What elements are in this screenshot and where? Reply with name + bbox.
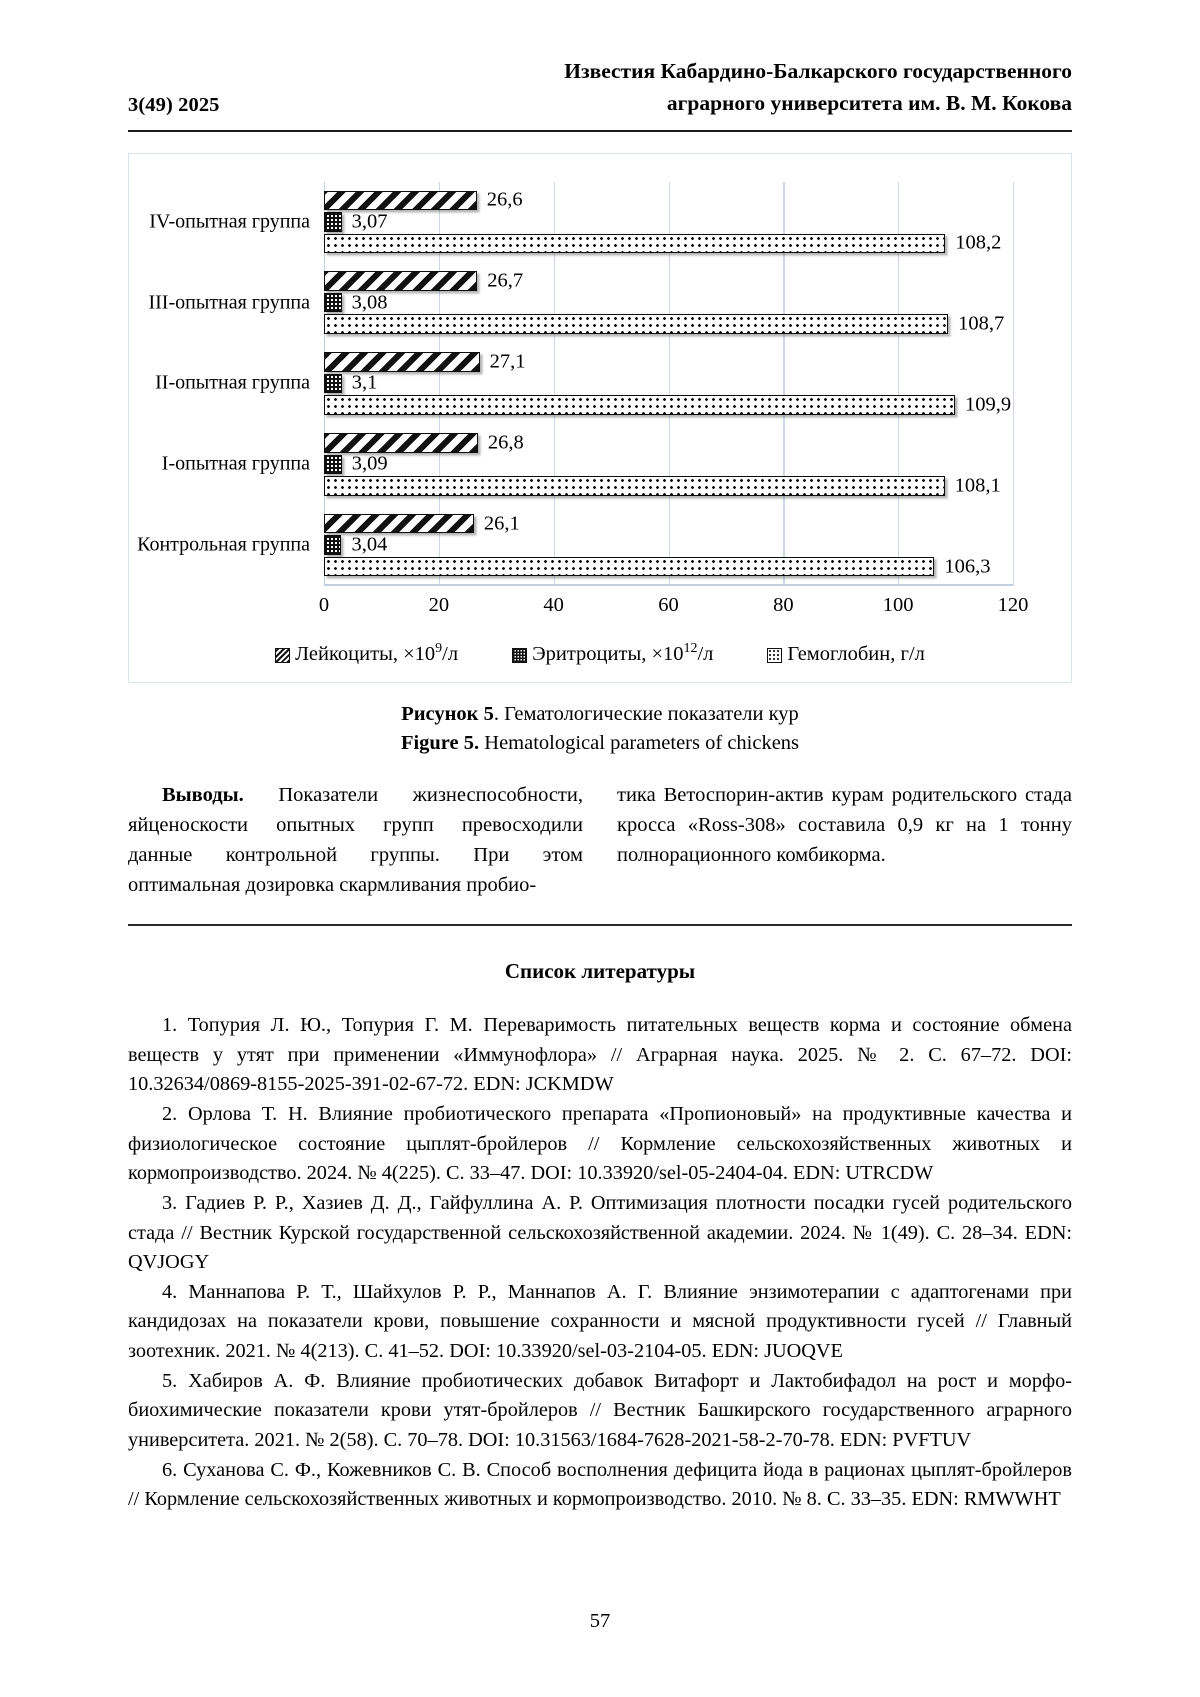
- figure-caption-en: Figure 5. Hematological parameters of ch…: [128, 729, 1072, 758]
- reference-item: 6. Суханова С. Ф., Кожевников С. В. Спос…: [128, 1458, 1072, 1511]
- conclusions-left-text: Показатели жизнеспособности, яйценоскост…: [128, 783, 583, 897]
- chart-plot-area: IV-опытная группа 26,6 3,07 108,2 III-опытна…: [137, 181, 1015, 586]
- chart-bar-value-label: 3,08: [351, 291, 388, 314]
- figure-caption-ru-text: . Гематологические показатели кур: [493, 702, 799, 725]
- journal-title: Известия Кабардино-Балкарского государст…: [220, 55, 1072, 120]
- chart-x-tick-label: 100: [882, 593, 914, 616]
- chart-x-tick-label: 20: [428, 593, 450, 616]
- conclusions-section: Выводы. Показатели жизнеспособности, яйц…: [128, 780, 1072, 901]
- chart-category-label: III-опытная группа: [148, 291, 310, 314]
- chart-x-tick-label: 60: [658, 593, 679, 616]
- chart-bar: 3,04: [324, 534, 387, 556]
- chart-bar: 26,7: [324, 270, 523, 292]
- chart-legend-item: Эритроциты, ×1012/л: [512, 640, 714, 666]
- chart-baseline: [324, 584, 1013, 586]
- chart-bar-value-label: 3,1: [351, 371, 378, 394]
- chart-category-group: IV-опытная группа 26,6 3,07 108,2: [149, 182, 1013, 263]
- reference-item: 5. Хабиров А. Ф. Влияние пробиотических …: [128, 1369, 1072, 1451]
- chart-legend-item: Гемоглобин, г/л: [767, 642, 925, 666]
- legend-swatch-icon: [767, 647, 783, 663]
- page-number: 57: [589, 1610, 611, 1632]
- figure-chart-container: IV-опытная группа 26,6 3,07 108,2 III-опытна…: [128, 152, 1072, 683]
- chart-category-group: I-опытная группа 26,8 3,09 108,1: [162, 424, 1013, 505]
- chart-bar: 106,3: [324, 555, 990, 577]
- chart-gridline: [438, 181, 441, 586]
- chart-legend-item: Лейкоциты, ×109/л: [275, 640, 459, 666]
- chart-gridline: [783, 181, 785, 586]
- chart-bar-value-label: 108,1: [954, 474, 1001, 497]
- chart-x-axis-ticks: 0 20 40 60 80 100 120: [319, 593, 1029, 620]
- chart-bar: 108,2: [324, 232, 1001, 254]
- chart-bar-value-label: 26,6: [486, 188, 523, 211]
- conclusions-column-left: Выводы. Показатели жизнеспособности, яйц…: [128, 780, 583, 901]
- chart-bar-value-label: 27,1: [489, 350, 526, 373]
- chart-bar: 26,1: [324, 512, 520, 534]
- chart-gridline: [553, 181, 555, 586]
- chart-x-tick-label: 0: [318, 593, 330, 616]
- chart-bar-value-label: 3,04: [351, 533, 388, 556]
- chart-category-label: Контрольная группа: [137, 533, 310, 556]
- chart-bar: 109,9: [324, 393, 1011, 415]
- chart-bar: 27,1: [324, 350, 525, 372]
- chart-bar-value-label: 3,07: [351, 210, 388, 233]
- chart-bar: 26,6: [324, 189, 523, 211]
- chart-bar: 3,09: [324, 453, 388, 475]
- references-list: 1. Топурия Л. Ю., Топурия Г. М. Перевари…: [128, 1011, 1072, 1515]
- chart-category-label: II-опытная группа: [155, 371, 310, 394]
- conclusions-paragraph-right: тика Ветоспорин-актив курам родительског…: [617, 783, 1072, 866]
- section-divider: [128, 924, 1072, 927]
- journal-title-line1: Известия Кабардино-Балкарского государст…: [564, 59, 1072, 83]
- chart-category-group: II-опытная группа 27,1 3,1 109,9: [155, 343, 1013, 424]
- chart-bar-value-label: 106,3: [944, 555, 991, 578]
- chart-bar: 3,07: [324, 210, 388, 232]
- chart-legend-label: Гемоглобин, г/л: [787, 642, 925, 665]
- chart-category-label: I-опытная группа: [161, 452, 310, 475]
- chart-x-tick-label: 40: [543, 593, 564, 616]
- conclusions-paragraph-left: Выводы. Показатели жизнеспособности, яйц…: [128, 780, 583, 901]
- chart-bar: 3,08: [324, 291, 388, 313]
- chart-gridline: [668, 181, 670, 586]
- reference-item: 1. Топурия Л. Ю., Топурия Г. М. Перевари…: [128, 1014, 1072, 1096]
- chart-category-group: III-опытная группа 26,7 3,08 108,7: [148, 262, 1013, 343]
- chart-gridline: [898, 181, 900, 586]
- figure-caption-ru-label: Рисунок 5: [401, 702, 494, 725]
- conclusions-heading: Выводы.: [162, 783, 244, 806]
- chart-bar: 108,7: [324, 313, 1004, 335]
- chart-bar-value-label: 3,09: [351, 452, 388, 475]
- chart-x-tick-label: 80: [773, 593, 794, 616]
- chart-legend-label: Эритроциты, ×1012/л: [532, 640, 714, 665]
- chart-bar-value-label: 26,7: [487, 269, 524, 292]
- figure-caption-en-label: Figure 5.: [400, 731, 480, 754]
- figure-caption-en-text: Hematological parameters of chickens: [479, 731, 800, 754]
- chart-bar: 3,1: [324, 372, 377, 394]
- figure-caption: Рисунок 5. Гематологические показатели к…: [128, 700, 1072, 758]
- legend-swatch-icon: [275, 647, 291, 663]
- chart-gridline: [1013, 181, 1015, 586]
- chart-bar: 26,8: [324, 431, 524, 453]
- header-rule: [128, 129, 1072, 132]
- legend-swatch-icon: [512, 647, 528, 663]
- chart-x-tick-label: 120: [997, 593, 1029, 616]
- chart-bar-value-label: 108,2: [955, 231, 1002, 254]
- chart-legend-label: Лейкоциты, ×109/л: [295, 640, 459, 665]
- chart-bar-value-label: 108,7: [958, 312, 1005, 335]
- reference-item: 4. Маннапова Р. Т., Шайхулов Р. Р., Манн…: [128, 1280, 1072, 1363]
- figure-caption-ru: Рисунок 5. Гематологические показатели к…: [128, 700, 1072, 729]
- references-title: Список литературы: [504, 959, 696, 984]
- issue-number: 3(49) 2025: [128, 93, 220, 116]
- chart-bar: 108,1: [324, 474, 1001, 496]
- conclusions-column-right: тика Ветоспорин-актив курам родительског…: [617, 780, 1072, 901]
- chart-bar-value-label: 109,9: [965, 393, 1012, 416]
- reference-item: 3. Гадиев Р. Р., Хазиев Д. Д., Гайфуллин…: [128, 1191, 1072, 1274]
- page-header: 3(49) 2025 Известия Кабардино-Балкарског…: [128, 0, 1072, 120]
- journal-title-line2: аграрного университета им. В. М. Кокова: [666, 91, 1072, 116]
- chart-bar-value-label: 26,1: [483, 512, 520, 535]
- reference-item: 2. Орлова Т. Н. Влияние пробиотического …: [128, 1103, 1072, 1185]
- chart-legend: Лейкоциты, ×109/л Эритроциты, ×1012/л Гемо…: [129, 640, 1071, 666]
- chart-category-group: Контрольная группа 26,1 3,04 106,3: [137, 505, 1013, 586]
- chart-category-label: IV-опытная группа: [149, 210, 310, 233]
- chart-bar-value-label: 26,8: [487, 431, 524, 454]
